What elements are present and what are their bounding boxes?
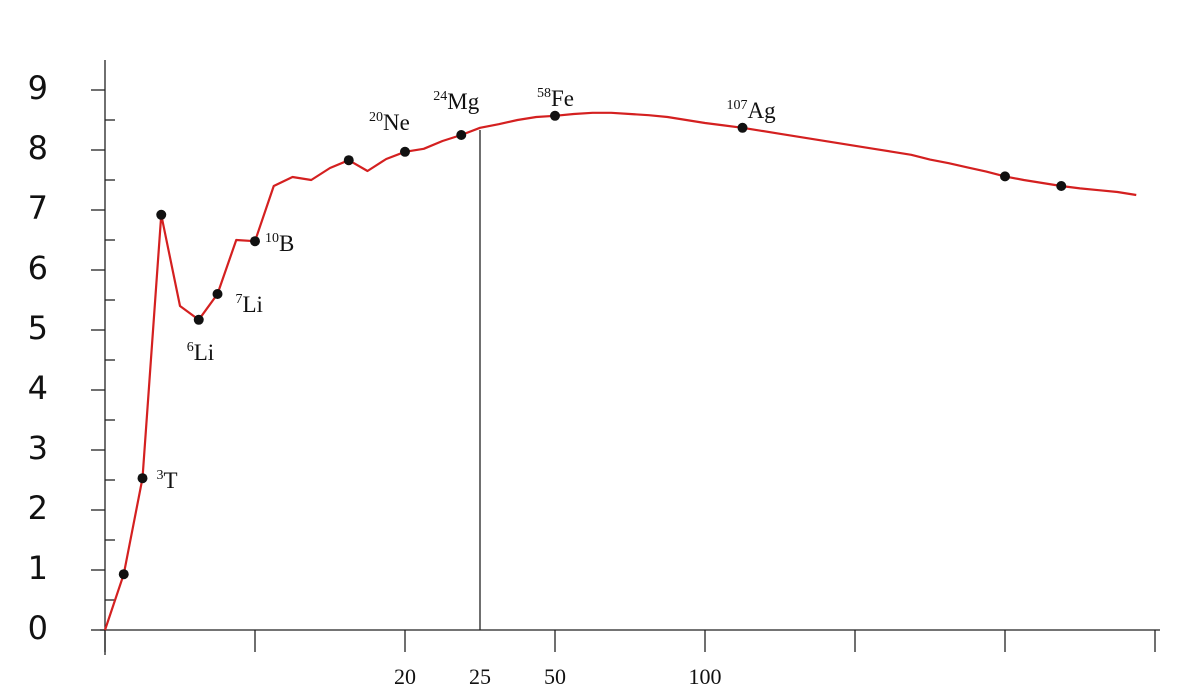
- curve: [103, 111, 1137, 631]
- y-tick-label: 6: [28, 249, 48, 287]
- annotation: 107Ag: [727, 98, 777, 123]
- annotation-symbol: T: [164, 468, 178, 493]
- y-tick-label: 9: [28, 69, 48, 107]
- y-tick-label: 3: [28, 429, 48, 467]
- data-point: [1000, 171, 1010, 182]
- y-tick-label: 4: [28, 369, 48, 407]
- annotation: 10B: [265, 231, 294, 256]
- y-tick-label: 7: [28, 189, 48, 227]
- data-point: [250, 236, 260, 247]
- annotation-mass: 20: [369, 110, 383, 125]
- data-point: [343, 155, 354, 166]
- annotation-symbol: Ne: [383, 110, 410, 135]
- y-tick-label: 5: [28, 309, 48, 347]
- annotation-symbol: B: [279, 231, 294, 256]
- x-tick-label: 25: [469, 664, 491, 689]
- data-point: [212, 289, 223, 299]
- y-tick-label: 2: [28, 489, 48, 527]
- data-point: [118, 569, 129, 580]
- x-tick-label: 50: [544, 664, 566, 689]
- data-point: [137, 473, 148, 484]
- annotation: 7Li: [236, 292, 263, 317]
- annotation: 58Fe: [537, 86, 574, 111]
- x-tick-label: 20: [394, 664, 416, 689]
- annotation-mass: 3: [157, 468, 164, 483]
- annotation-mass: 7: [236, 292, 243, 307]
- data-point: [193, 314, 204, 325]
- data-point: [550, 110, 560, 121]
- annotation: 20Ne: [369, 110, 410, 135]
- annotation-mass: 24: [433, 89, 447, 104]
- annotation: 24Mg: [433, 89, 479, 114]
- annotation-mass: 6: [187, 340, 194, 355]
- annotation-symbol: Li: [194, 340, 214, 365]
- data-point: [456, 130, 467, 140]
- annotation-mass: 58: [537, 86, 551, 101]
- data-point: [737, 122, 748, 133]
- data-point: [400, 146, 410, 157]
- annotation-symbol: Ag: [748, 98, 777, 123]
- annotation: 6Li: [187, 340, 214, 365]
- annotation: 3T: [157, 468, 178, 493]
- y-tick-label: 0: [28, 609, 48, 647]
- x-tick-label: 100: [689, 664, 722, 689]
- annotation-mass: 107: [727, 98, 748, 113]
- y-tick-label: 8: [28, 129, 48, 167]
- annotation-symbol: Fe: [551, 86, 574, 111]
- annotation-mass: 10: [265, 231, 279, 246]
- annotation-symbol: Li: [243, 292, 263, 317]
- data-point: [156, 209, 167, 220]
- data-point: [1056, 181, 1067, 191]
- annotation-symbol: Mg: [447, 89, 479, 114]
- y-tick-label: 1: [28, 549, 48, 587]
